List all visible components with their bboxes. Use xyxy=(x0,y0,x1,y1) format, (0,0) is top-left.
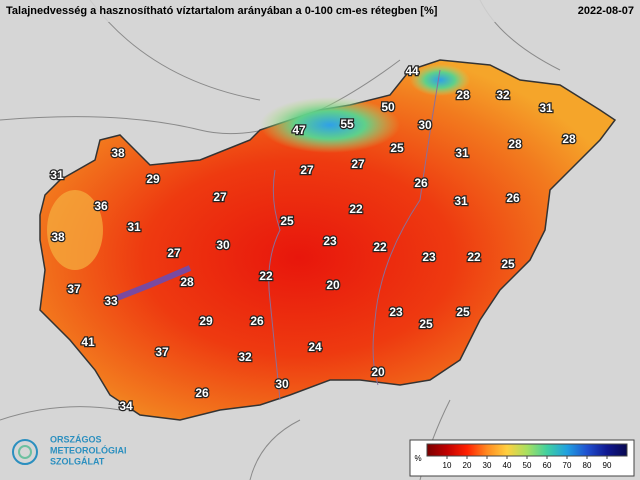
neighbor-borders xyxy=(0,0,561,480)
country-shape xyxy=(39,59,617,421)
legend-tick-label: 40 xyxy=(503,461,512,470)
station-value: 26 xyxy=(195,386,209,400)
dry-area xyxy=(47,190,103,270)
station-value: 28 xyxy=(562,132,576,146)
title: Talajnedvesség a hasznosítható víztartal… xyxy=(6,5,438,17)
legend-tick-label: 10 xyxy=(443,461,452,470)
station-value: 22 xyxy=(259,269,273,283)
station-value: 28 xyxy=(180,275,194,289)
station-value: 37 xyxy=(67,282,81,296)
station-value: 29 xyxy=(146,172,160,186)
station-value: 38 xyxy=(111,146,125,160)
station-value: 25 xyxy=(390,141,404,155)
logo-text: METEOROLÓGIAI xyxy=(50,444,127,455)
station-value: 50 xyxy=(381,100,395,114)
station-value: 25 xyxy=(280,214,294,228)
station-value: 23 xyxy=(323,234,337,248)
station-value: 30 xyxy=(418,118,432,132)
station-value: 23 xyxy=(389,305,403,319)
station-value: 30 xyxy=(275,377,289,391)
station-value: 33 xyxy=(104,294,118,308)
station-value: 37 xyxy=(155,345,169,359)
station-value: 27 xyxy=(351,157,365,171)
station-value: 26 xyxy=(414,176,428,190)
station-value: 20 xyxy=(326,278,340,292)
station-value: 22 xyxy=(373,240,387,254)
station-value: 31 xyxy=(50,168,64,182)
legend-tick-label: 60 xyxy=(543,461,552,470)
station-value: 25 xyxy=(456,305,470,319)
station-value: 32 xyxy=(238,350,252,364)
station-value: 41 xyxy=(81,335,95,349)
station-value: 25 xyxy=(501,257,515,271)
station-value: 27 xyxy=(167,246,181,260)
station-value: 44 xyxy=(405,64,419,78)
legend-unit: % xyxy=(414,454,421,463)
station-value: 38 xyxy=(51,230,65,244)
lake xyxy=(110,265,192,303)
legend-tick-label: 90 xyxy=(603,461,612,470)
station-value: 22 xyxy=(349,202,363,216)
logo-icon xyxy=(12,439,38,465)
station-value: 28 xyxy=(456,88,470,102)
legend-tick-label: 80 xyxy=(583,461,592,470)
station-value: 34 xyxy=(119,399,133,413)
river xyxy=(372,69,441,386)
logo-text: ORSZÁGOS xyxy=(50,434,102,444)
station-value: 31 xyxy=(127,220,141,234)
station-value: 36 xyxy=(94,199,108,213)
station-value: 22 xyxy=(467,250,481,264)
legend-tick-label: 30 xyxy=(483,461,492,470)
station-value: 47 xyxy=(292,123,306,137)
station-value: 31 xyxy=(539,101,553,115)
river xyxy=(268,169,281,401)
station-value: 28 xyxy=(508,137,522,151)
header-bar xyxy=(0,0,640,22)
station-value: 31 xyxy=(454,194,468,208)
wet-area xyxy=(410,64,470,96)
station-value: 20 xyxy=(371,365,385,379)
logo-icon xyxy=(18,445,32,459)
station-value: 31 xyxy=(455,146,469,160)
station-value: 26 xyxy=(250,314,264,328)
logo xyxy=(12,439,38,465)
station-value: 24 xyxy=(308,340,322,354)
station-value: 26 xyxy=(506,191,520,205)
legend-tick-label: 70 xyxy=(563,461,572,470)
date: 2022-08-07 xyxy=(578,5,634,17)
station-value: 27 xyxy=(213,190,227,204)
legend-tick-label: 50 xyxy=(523,461,532,470)
colorbar xyxy=(426,443,628,457)
station-value: 29 xyxy=(199,314,213,328)
station-value: 30 xyxy=(216,238,230,252)
logo-text: SZOLGÁLAT xyxy=(50,456,105,466)
station-value: 25 xyxy=(419,317,433,331)
wet-area xyxy=(260,97,400,153)
station-value: 32 xyxy=(496,88,510,102)
station-value: 27 xyxy=(300,163,314,177)
station-value: 55 xyxy=(340,117,354,131)
station-value: 23 xyxy=(422,250,436,264)
legend-tick-label: 20 xyxy=(463,461,472,470)
